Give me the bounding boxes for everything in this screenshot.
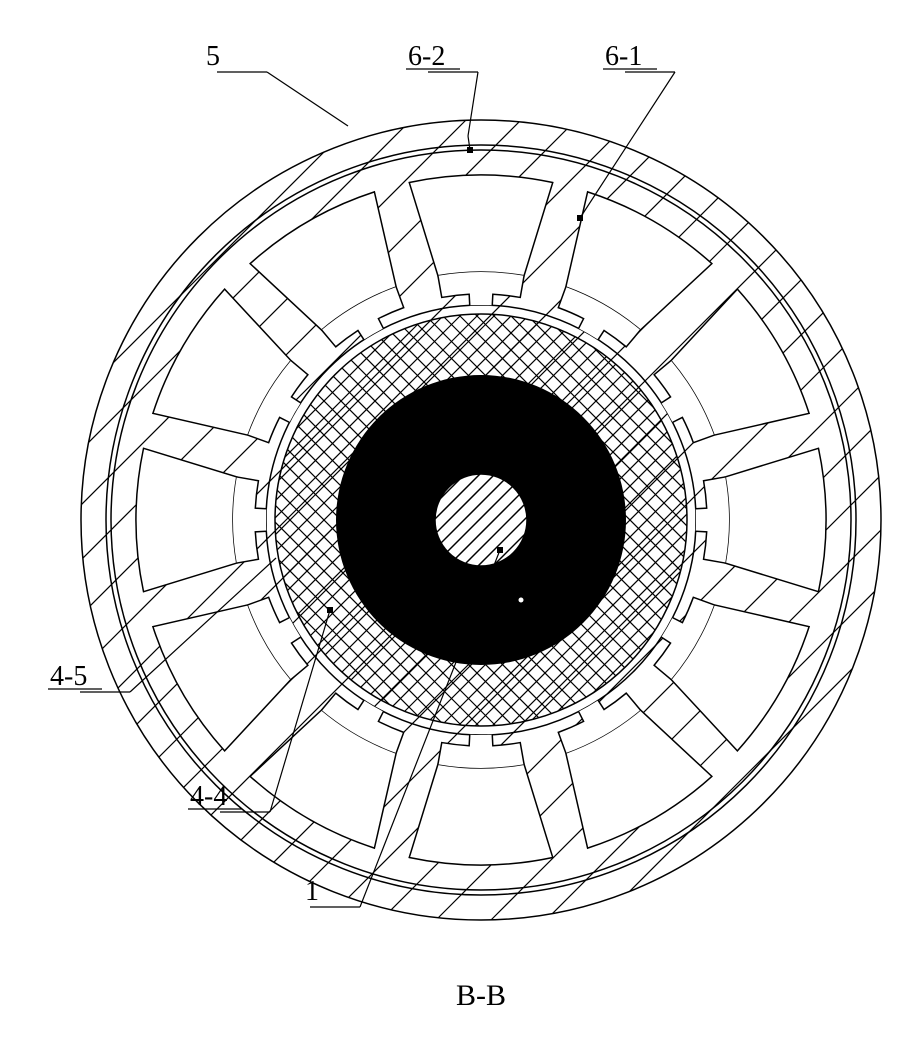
callout-label: 6-2 bbox=[408, 41, 445, 72]
callout-label: 4-5 bbox=[50, 661, 87, 692]
callout-label: 6-1 bbox=[605, 41, 642, 72]
callout-label: 5 bbox=[206, 41, 220, 72]
figure-caption: B-B bbox=[456, 979, 506, 1012]
section-bb-svg: 5 6-2 6-1 4-5 4-4 1 B-B bbox=[20, 20, 922, 1020]
callout-label: 4-4 bbox=[190, 781, 227, 812]
callout-label: 1 bbox=[305, 876, 319, 907]
engineering-section-diagram: 5 6-2 6-1 4-5 4-4 1 B-B bbox=[20, 20, 922, 1020]
